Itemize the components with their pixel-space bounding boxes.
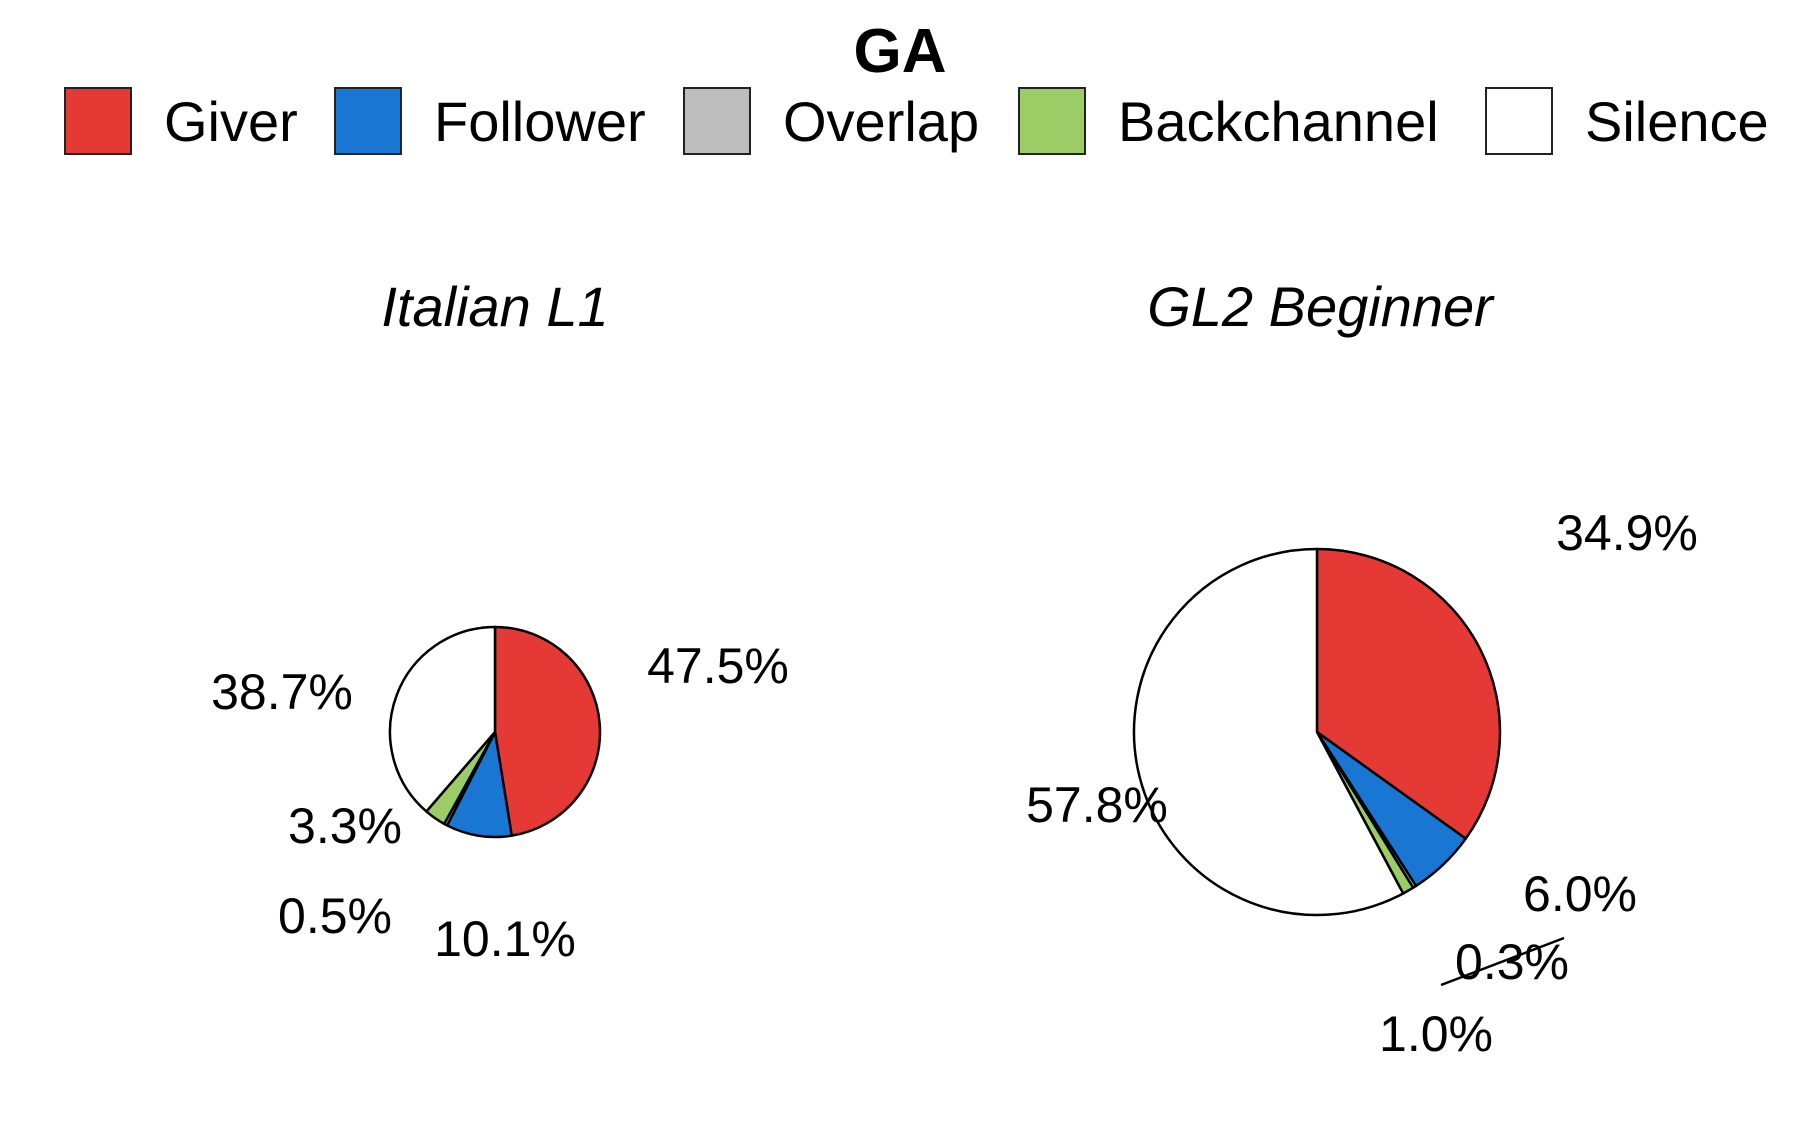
- pie-label-silence-panel-2: 57.8%: [1026, 777, 1168, 833]
- pie-slice-giver-panel-1: [493, 625, 602, 837]
- legend-label-giver: Giver: [164, 90, 298, 153]
- legend-swatch-backchannel: [1018, 87, 1086, 155]
- pie-label-overlap-panel-1: 0.5%: [278, 888, 392, 944]
- pie-label-giver-panel-1: 47.5%: [647, 638, 789, 694]
- chart-title: GA: [853, 17, 947, 86]
- legend-swatch-follower: [334, 87, 402, 155]
- pie-slice-silence-panel-2: [1132, 547, 1405, 917]
- pie-label-follower-panel-1: 10.1%: [434, 911, 576, 967]
- pie-label-backchannel-panel-1: 3.3%: [288, 798, 402, 854]
- legend-label-silence: Silence: [1585, 90, 1769, 153]
- legend-swatch-silence: [1485, 87, 1553, 155]
- pie-label-follower-panel-2: 6.0%: [1523, 866, 1637, 922]
- pie-label-backchannel-panel-2: 1.0%: [1379, 1006, 1493, 1062]
- legend-label-follower: Follower: [434, 90, 646, 153]
- pie-label-silence-panel-1: 38.7%: [211, 664, 353, 720]
- legend-label-backchannel: Backchannel: [1118, 90, 1439, 153]
- pie-slice-silence-panel-1: [388, 625, 497, 813]
- label-leader-line-panel-2: [1440, 936, 1565, 987]
- panel-title-italian-l1: Italian L1: [381, 275, 609, 338]
- pie-slice-giver-panel-2: [1315, 547, 1502, 840]
- pie-label-overlap-panel-2: 0.3%: [1455, 934, 1569, 990]
- panel-title-gl2-beginner: GL2 Beginner: [1147, 275, 1493, 338]
- legend-label-overlap: Overlap: [783, 90, 980, 153]
- legend-swatch-giver: [64, 87, 132, 155]
- pie-label-giver-panel-2: 34.9%: [1556, 505, 1698, 561]
- legend-swatch-overlap: [683, 87, 751, 155]
